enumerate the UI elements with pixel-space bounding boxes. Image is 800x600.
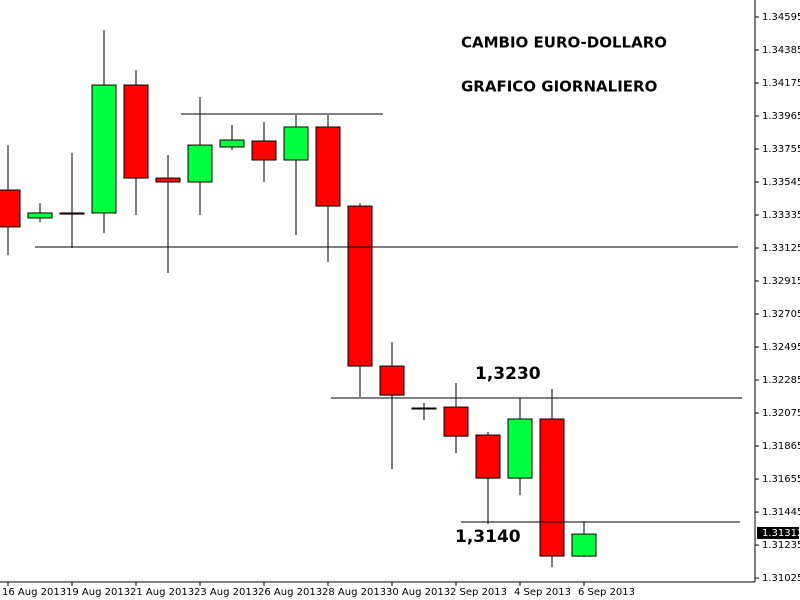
y-tick-label: 1.31025	[762, 573, 800, 584]
candle-body	[123, 84, 149, 179]
x-tick-label: 4 Sep 2013	[514, 587, 571, 598]
candle-body	[251, 140, 277, 161]
price-box	[757, 526, 799, 539]
candle-body	[0, 189, 21, 228]
y-tick-label: 1.31865	[762, 441, 800, 452]
candle-body	[539, 418, 565, 557]
y-tick-label: 1.32705	[762, 309, 800, 320]
annotation: 1,3140	[455, 527, 521, 547]
candle-body	[475, 434, 501, 479]
x-tick-label: 2 Sep 2013	[450, 587, 507, 598]
chart-title: CAMBIO EURO-DOLLARO	[461, 34, 667, 52]
candle-body	[283, 126, 309, 161]
y-tick-label: 1.34385	[762, 45, 800, 56]
y-tick-label: 1.33965	[762, 111, 800, 122]
plot-area	[0, 30, 742, 568]
candle-body	[379, 365, 405, 396]
x-tick-label: 23 Aug 2013	[194, 587, 258, 598]
y-tick-label: 1.31655	[762, 474, 800, 485]
candle-body	[443, 406, 469, 437]
y-tick-label: 1.32075	[762, 408, 800, 419]
y-tick-label: 1.32915	[762, 276, 800, 287]
annotation: 1,3230	[475, 364, 541, 384]
x-tick-label: 26 Aug 2013	[258, 587, 322, 598]
y-tick-label: 1.32285	[762, 375, 800, 386]
x-tick-label: 30 Aug 2013	[386, 587, 450, 598]
y-tick-label: 1.34175	[762, 78, 800, 89]
x-tick-label: 16 Aug 2013	[2, 587, 66, 598]
x-tick-label: 28 Aug 2013	[322, 587, 386, 598]
candle-body	[507, 418, 533, 479]
candle-body	[411, 407, 437, 410]
y-tick-label: 1.33125	[762, 243, 800, 254]
candle-body	[27, 212, 53, 219]
x-tick-label: 19 Aug 2013	[66, 587, 130, 598]
candle-body	[91, 84, 117, 214]
chart-subtitle: GRAFICO GIORNALIERO	[461, 78, 657, 96]
candle-body	[59, 212, 85, 215]
candles	[0, 30, 597, 568]
candle-body	[219, 139, 245, 148]
x-tick-label: 6 Sep 2013	[578, 587, 635, 598]
y-tick-label: 1.31235	[762, 540, 800, 551]
x-tick-label: 21 Aug 2013	[130, 587, 194, 598]
y-tick-label: 1.34595	[762, 12, 800, 23]
y-tick-label: 1.33545	[762, 177, 800, 188]
candle-body	[187, 144, 213, 183]
y-tick-label: 1.33335	[762, 210, 800, 221]
y-tick-label: 1.32495	[762, 342, 800, 353]
candle-body	[571, 533, 597, 557]
y-tick-label: 1.31445	[762, 507, 800, 518]
candle-body	[347, 205, 373, 367]
price-label: 1.31312	[762, 528, 800, 539]
y-tick-label: 1.33755	[762, 144, 800, 155]
candle-body	[155, 177, 181, 183]
candle-body	[315, 126, 341, 207]
